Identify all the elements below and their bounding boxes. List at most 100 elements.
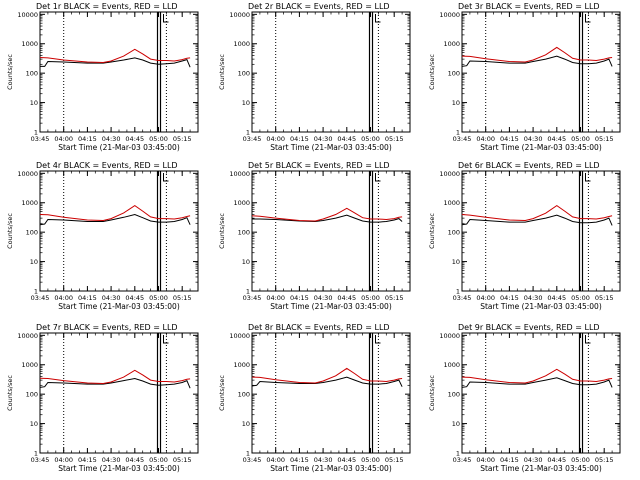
x-tick-label: 04:00 (266, 294, 285, 302)
events-series-line (39, 377, 191, 389)
y-axis-label: Counts/sec (218, 213, 226, 249)
panel-det-1: Det 1r BLACK = Events, RED = LLD 1 10 100 10… (6, 2, 199, 152)
x-tick-label: 05:00 (571, 456, 590, 464)
x-axis-label: Start Time (21-Mar-03 03:45:00) (270, 464, 392, 473)
lld-series-line (461, 204, 613, 222)
x-tick-label: 03:45 (31, 294, 50, 302)
y-tick-label: 1 (246, 450, 250, 458)
y-tick-label: 1 (246, 129, 250, 137)
y-tick-label: 10 (242, 99, 250, 107)
y-tick-label: 1000 (443, 199, 460, 207)
x-axis-label: Start Time (21-Mar-03 03:45:00) (58, 464, 180, 473)
y-tick-label: 1000 (233, 40, 250, 48)
y-tick-label: 1000 (233, 199, 250, 207)
y-tick-label: 10000 (17, 11, 38, 19)
y-tick-label: 1000 (21, 40, 38, 48)
y-tick-label: 100 (448, 70, 460, 78)
panel-title: Det 1r BLACK = Events, RED = LLD (36, 2, 178, 11)
y-tick-label: 1 (456, 288, 460, 296)
x-tick-label: 05:00 (571, 135, 590, 143)
y-tick-label: 100 (26, 70, 38, 78)
x-tick-label: 04:30 (314, 135, 333, 143)
x-axis-label: Start Time (21-Mar-03 03:45:00) (480, 302, 602, 311)
y-tick-label: 1 (246, 288, 250, 296)
events-series-line (252, 214, 403, 223)
y-tick-label: 10000 (439, 170, 460, 178)
x-tick-label: 04:30 (314, 294, 333, 302)
y-axis-label: Counts/sec (428, 213, 436, 249)
y-tick-label: 10 (452, 258, 460, 266)
panel-title: Det 7r BLACK = Events, RED = LLD (36, 323, 178, 332)
x-tick-label: 05:15 (385, 456, 404, 464)
x-tick-label: 04:30 (524, 135, 543, 143)
x-tick-label: 05:15 (385, 294, 404, 302)
x-tick-label: 04:15 (500, 456, 519, 464)
x-tick-label: 05:00 (361, 456, 380, 464)
x-tick-label: 05:00 (149, 135, 168, 143)
x-tick-label: 04:45 (125, 294, 144, 302)
x-tick-label: 05:15 (595, 456, 614, 464)
y-tick-label: 100 (238, 391, 250, 399)
x-tick-label: 05:00 (149, 294, 168, 302)
x-tick-label: 05:00 (361, 294, 380, 302)
lld-series-line (251, 207, 403, 222)
x-tick-label: 05:15 (385, 135, 404, 143)
x-axis-label: Start Time (21-Mar-03 03:45:00) (270, 143, 392, 152)
x-tick-label: 03:45 (243, 294, 262, 302)
y-tick-label: 10000 (17, 332, 38, 340)
y-axis-label: Counts/sec (218, 54, 226, 90)
panel-det-8: Det 8r BLACK = Events, RED = LLD 1 10 100 10… (218, 323, 411, 473)
x-tick-label: 04:45 (125, 456, 144, 464)
events-series-line (461, 214, 613, 226)
x-tick-label: 03:45 (453, 456, 472, 464)
x-tick-label: 04:15 (500, 135, 519, 143)
x-tick-label: 04:15 (290, 456, 309, 464)
panel-title: Det 8r BLACK = Events, RED = LLD (248, 323, 390, 332)
events-series-line (461, 377, 613, 388)
y-axis-label: Counts/sec (6, 375, 14, 411)
x-tick-label: 04:45 (547, 456, 566, 464)
y-tick-label: 1 (456, 129, 460, 137)
panel-det-5: Det 5r BLACK = Events, RED = LLD 1 10 100 10… (218, 161, 411, 311)
x-tick-label: 05:15 (595, 135, 614, 143)
y-tick-label: 1000 (443, 361, 460, 369)
y-tick-label: 100 (26, 391, 38, 399)
x-tick-label: 03:45 (31, 135, 50, 143)
y-tick-label: 1 (34, 288, 38, 296)
y-tick-label: 1 (34, 450, 38, 458)
x-axis-label: Start Time (21-Mar-03 03:45:00) (480, 143, 602, 152)
y-tick-label: 1000 (233, 361, 250, 369)
y-tick-label: 100 (448, 229, 460, 237)
x-tick-label: 04:15 (290, 294, 309, 302)
x-tick-label: 04:15 (78, 294, 97, 302)
y-tick-label: 10000 (229, 332, 250, 340)
y-tick-label: 1 (34, 129, 38, 137)
lld-series-line (39, 48, 191, 64)
panel-det-9: Det 9r BLACK = Events, RED = LLD 1 10 100 10… (428, 323, 621, 473)
events-series-line (251, 376, 403, 387)
y-tick-label: 100 (448, 391, 460, 399)
x-tick-label: 05:00 (361, 135, 380, 143)
x-tick-label: 04:00 (266, 456, 285, 464)
y-tick-label: 1000 (21, 361, 38, 369)
x-tick-label: 04:00 (54, 294, 73, 302)
x-tick-label: 04:30 (102, 456, 121, 464)
panel-title: Det 2r BLACK = Events, RED = LLD (248, 2, 390, 11)
panel-title: Det 4r BLACK = Events, RED = LLD (36, 161, 178, 170)
x-tick-label: 04:30 (102, 135, 121, 143)
y-tick-label: 10 (242, 258, 250, 266)
x-tick-label: 04:15 (78, 135, 97, 143)
panel-title: Det 3r BLACK = Events, RED = LLD (458, 2, 600, 11)
y-tick-label: 10 (452, 99, 460, 107)
y-tick-label: 100 (26, 229, 38, 237)
y-tick-label: 1 (456, 450, 460, 458)
panel-det-2: Det 2r BLACK = Events, RED = LLD 1 10 100 10… (218, 2, 411, 152)
panel-title: Det 5r BLACK = Events, RED = LLD (248, 161, 390, 170)
lld-series-line (39, 369, 191, 385)
y-tick-label: 10 (30, 258, 38, 266)
x-tick-label: 04:30 (102, 294, 121, 302)
x-tick-label: 04:45 (547, 135, 566, 143)
y-tick-label: 10 (30, 420, 38, 428)
x-tick-label: 04:45 (125, 135, 144, 143)
